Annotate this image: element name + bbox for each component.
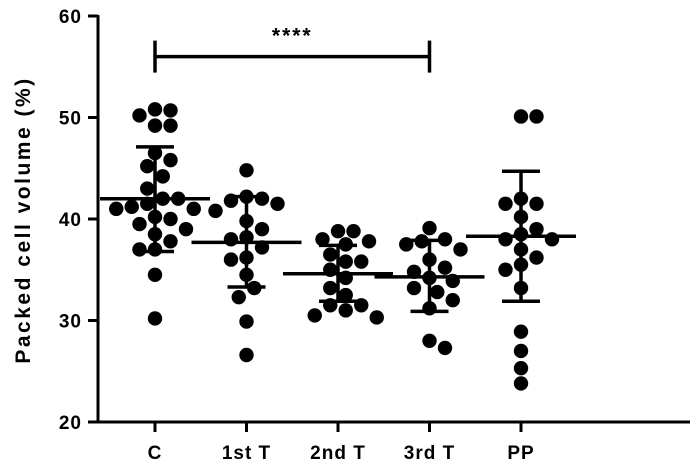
data-point	[422, 333, 437, 348]
data-point	[254, 221, 270, 237]
data-point	[338, 254, 353, 269]
data-point	[239, 347, 254, 363]
group-3rd-t	[374, 220, 485, 356]
data-point	[422, 220, 437, 236]
group-1st-t	[191, 163, 302, 363]
data-point	[338, 303, 353, 318]
data-point	[132, 108, 147, 123]
x-tick-label: 3rd T	[404, 443, 455, 464]
x-tick-label: 2nd T	[310, 443, 366, 464]
data-point	[354, 254, 369, 269]
data-point	[513, 361, 529, 376]
data-point	[109, 201, 124, 217]
data-point	[147, 267, 163, 283]
x-axis: C 1st T 2nd T 3rd T PP	[96, 420, 690, 464]
data-point	[445, 293, 460, 308]
data-point	[239, 314, 254, 329]
data-point	[513, 376, 529, 391]
data-point	[498, 196, 513, 211]
data-point	[406, 280, 422, 296]
x-tick-label: PP	[507, 443, 534, 464]
y-tick-label: 60	[59, 7, 82, 28]
data-point	[529, 109, 544, 124]
data-point	[354, 298, 369, 313]
data-point	[147, 102, 163, 117]
data-point	[163, 152, 178, 168]
data-point	[498, 262, 513, 277]
data-point	[208, 203, 223, 219]
group-2nd-t	[283, 223, 393, 325]
data-point	[163, 234, 178, 249]
annotations: ****	[153, 25, 432, 73]
data-point	[399, 237, 414, 252]
data-point	[178, 221, 194, 237]
data-point	[430, 284, 445, 300]
data-point	[498, 232, 513, 247]
data-point	[330, 223, 346, 239]
data-point	[132, 216, 147, 232]
y-axis-title: Packed cell volume (%)	[12, 76, 35, 363]
data-point	[223, 252, 239, 267]
data-point	[147, 118, 163, 133]
significance-label: ****	[272, 25, 313, 48]
data-point	[315, 232, 330, 247]
data-point	[239, 163, 254, 178]
data-point	[163, 211, 178, 227]
data-point	[346, 223, 361, 239]
data-point	[544, 232, 560, 247]
data-point	[529, 221, 544, 237]
data-point	[369, 310, 384, 325]
data-point	[155, 169, 170, 184]
data-point	[437, 340, 453, 356]
data-point	[513, 324, 529, 339]
y-tick-label: 40	[59, 210, 82, 231]
data-point	[513, 109, 529, 124]
x-tick-label: C	[148, 443, 163, 464]
data-point	[254, 191, 270, 206]
data-point	[140, 181, 155, 196]
data-point	[223, 232, 239, 247]
data-point	[513, 343, 529, 359]
group-c	[100, 102, 210, 326]
data-point	[132, 242, 147, 257]
plot-area	[100, 102, 576, 391]
data-point	[124, 199, 139, 215]
y-axis: 20 30 40 50 60	[59, 7, 100, 434]
data-point	[163, 118, 178, 133]
data-point	[361, 234, 377, 249]
data-point	[323, 247, 338, 262]
data-point	[140, 159, 155, 174]
data-point	[163, 103, 178, 118]
data-point	[270, 196, 285, 211]
data-point	[529, 250, 544, 265]
data-point	[231, 289, 246, 305]
x-tick-label: 1st T	[222, 443, 271, 464]
data-point	[307, 308, 322, 323]
y-tick-label: 20	[59, 413, 82, 434]
data-point	[453, 242, 468, 257]
data-point	[186, 201, 201, 217]
data-point	[323, 280, 338, 296]
group-pp	[466, 109, 576, 391]
y-tick-label: 50	[59, 109, 82, 130]
y-tick-label: 30	[59, 312, 82, 333]
data-point	[437, 260, 453, 275]
data-point	[338, 287, 353, 303]
data-point	[529, 196, 544, 211]
data-point	[147, 311, 163, 326]
